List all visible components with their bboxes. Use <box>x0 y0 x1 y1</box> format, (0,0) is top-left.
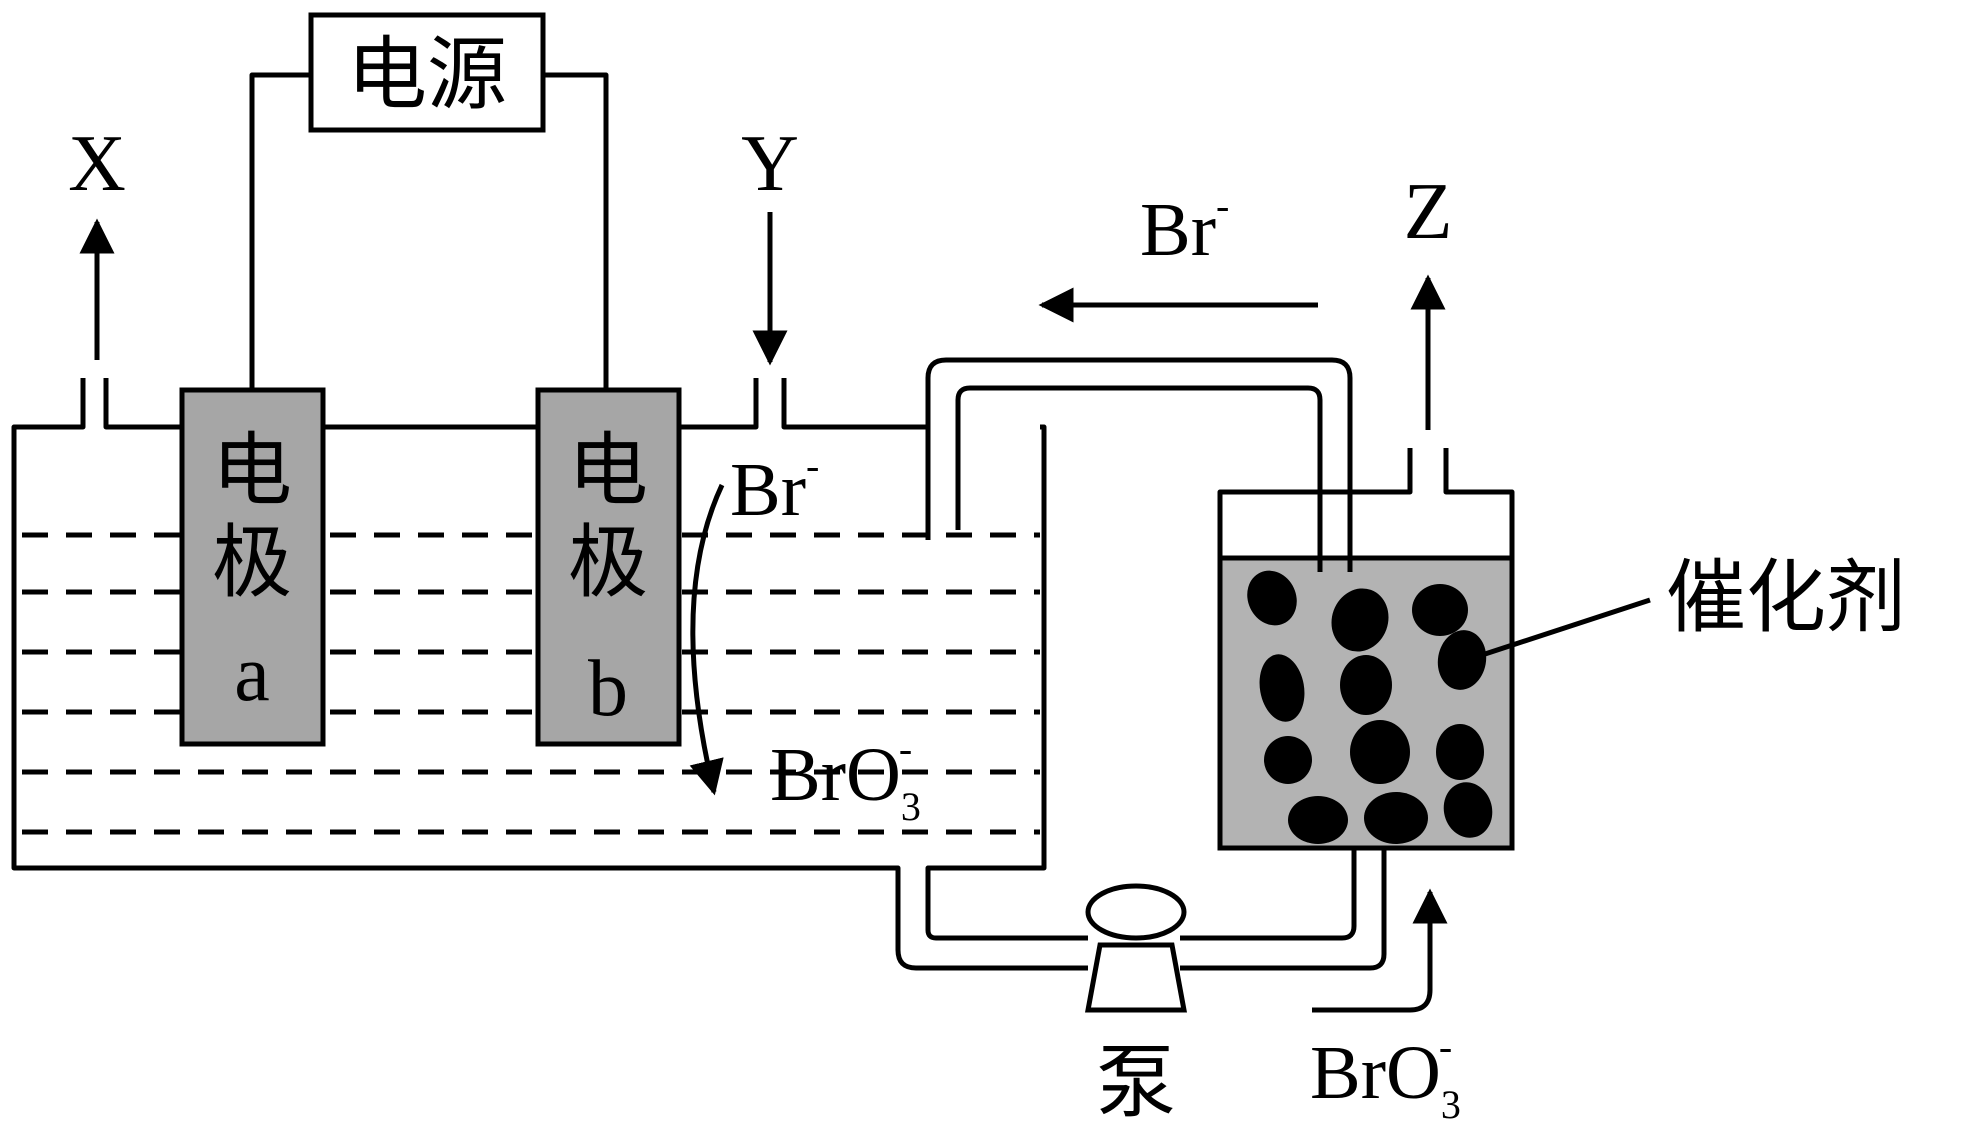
gas-y-label: Y <box>741 120 799 208</box>
electrode-a-line1: 电 <box>212 428 292 516</box>
ion-bro3-bottom: BrO3- <box>1310 1024 1461 1127</box>
bottom-pipe-inner <box>1180 848 1357 941</box>
bro3-flow-arrow <box>1312 888 1448 1013</box>
power-source-label: 电源 <box>347 32 507 120</box>
electrode-b-line3: b <box>588 645 628 733</box>
catalyst-particles <box>1247 570 1493 844</box>
ion-br-cell: Br- <box>730 443 819 532</box>
electrode-b-line1: 电 <box>568 428 648 516</box>
wire-left <box>249 72 311 390</box>
electrolyte-level-lines <box>22 532 1040 835</box>
electrode-a-line2: 极 <box>212 520 292 608</box>
cell-top-right <box>103 378 759 430</box>
catalyst-label: 催化剂 <box>1666 555 1906 643</box>
cell-lid-right <box>781 378 928 430</box>
electrode-a-line3: a <box>234 630 270 718</box>
reactor-lid <box>1217 448 1515 560</box>
ion-bro3-cell: BrO3- <box>770 726 921 829</box>
ion-br-top: Br- <box>1140 183 1229 272</box>
wire-right <box>543 72 609 390</box>
electrode-b <box>535 387 682 747</box>
gas-x-label: X <box>68 120 126 208</box>
electrode-b-line2: 极 <box>568 520 648 608</box>
cell-right-wall <box>925 424 1088 941</box>
catalyst-leader <box>1481 597 1651 658</box>
bottom-pipe-outer <box>1180 848 1387 971</box>
return-pipe-outer <box>925 357 1353 560</box>
electrode-a <box>179 387 326 747</box>
electrolysis-cell <box>11 378 1088 971</box>
pump-label: 泵 <box>1096 1040 1176 1128</box>
pump <box>1084 883 1188 1013</box>
return-pipe-inner <box>955 385 1323 560</box>
conversion-arrow <box>689 483 725 796</box>
gas-z-label: Z <box>1404 168 1453 256</box>
